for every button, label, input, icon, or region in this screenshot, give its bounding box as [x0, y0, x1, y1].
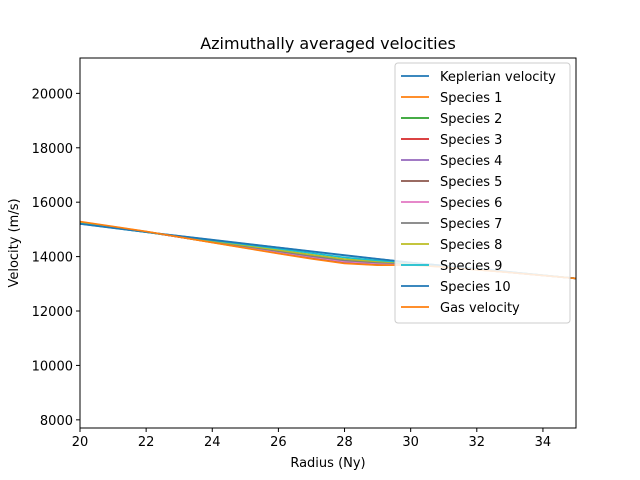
legend-label-species-5: Species 5	[440, 175, 502, 190]
legend-label-species-6: Species 6	[440, 196, 502, 211]
legend-label-species-4: Species 4	[440, 154, 502, 169]
x-axis-label: Radius (Ny)	[290, 456, 365, 471]
x-tick-label: 28	[336, 435, 353, 450]
chart-title: Azimuthally averaged velocities	[200, 34, 456, 53]
legend: Keplerian velocity Species 1 Species 2 Spec…	[394, 62, 571, 324]
y-tick-label: 10000	[32, 359, 73, 374]
x-axis: 20 22 24 26 28 30 32 34	[72, 428, 551, 450]
y-tick-label: 14000	[32, 251, 73, 266]
legend-label-species-1: Species 1	[440, 91, 502, 106]
y-tick-label: 12000	[32, 305, 73, 320]
legend-label-species-8: Species 8	[440, 238, 502, 253]
x-tick-label: 26	[270, 435, 287, 450]
legend-label-species-2: Species 2	[440, 112, 502, 127]
legend-label-species-7: Species 7	[440, 217, 502, 232]
y-tick-label: 20000	[32, 87, 73, 102]
x-tick-label: 30	[402, 435, 419, 450]
y-axis: 8000 10000 12000 14000 16000 18000 20000	[32, 87, 80, 429]
y-tick-label: 16000	[32, 196, 73, 211]
x-tick-label: 22	[138, 435, 155, 450]
x-tick-label: 34	[535, 435, 552, 450]
legend-label-species-10: Species 10	[440, 280, 511, 295]
legend-label-gas-velocity: Gas velocity	[440, 301, 520, 316]
y-tick-label: 18000	[32, 142, 73, 157]
x-tick-label: 32	[469, 435, 486, 450]
y-tick-label: 8000	[40, 414, 73, 429]
y-axis-label: Velocity (m/s)	[7, 198, 22, 287]
legend-label-keplerian-velocity: Keplerian velocity	[440, 70, 556, 85]
x-tick-label: 20	[72, 435, 89, 450]
legend-label-species-9: Species 9	[440, 259, 502, 274]
legend-label-species-3: Species 3	[440, 133, 502, 148]
legend-box	[394, 62, 571, 324]
x-tick-label: 24	[204, 435, 221, 450]
plot-frame	[79, 57, 577, 429]
